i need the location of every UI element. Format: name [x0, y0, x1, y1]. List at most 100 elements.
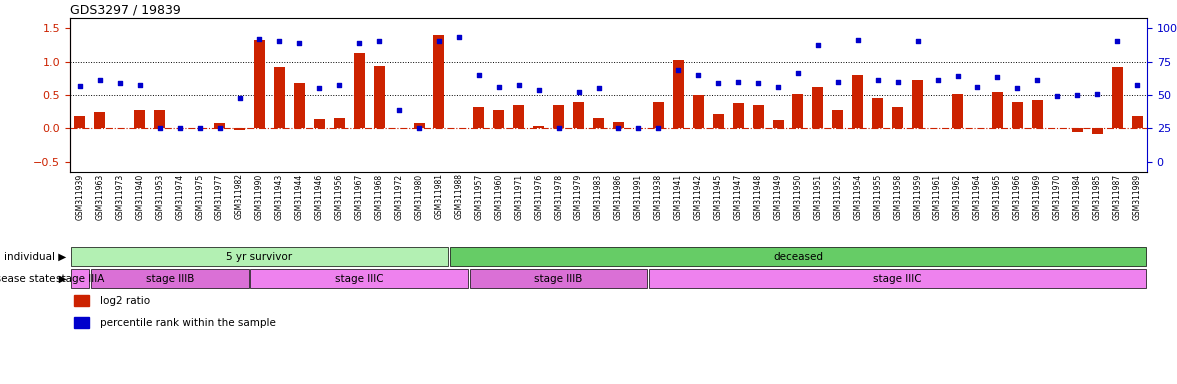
Point [71, 83, 89, 89]
Point [1028, 77, 1046, 83]
Point [350, 40, 368, 46]
Point [231, 95, 250, 101]
Text: deceased: deceased [773, 252, 823, 262]
Point [729, 79, 747, 85]
Bar [1131, 116, 1143, 129]
Point [330, 82, 348, 88]
Point [410, 126, 428, 132]
Text: log2 ratio: log2 ratio [100, 296, 151, 306]
Point [629, 126, 647, 132]
Point [171, 126, 189, 132]
Bar [693, 95, 704, 129]
Bar [373, 66, 385, 129]
Bar [74, 295, 88, 306]
FancyBboxPatch shape [71, 247, 448, 266]
Text: stage IIIB: stage IIIB [534, 273, 583, 283]
Bar [473, 107, 485, 129]
Bar [413, 123, 425, 129]
Point [151, 126, 169, 132]
Bar [513, 105, 524, 129]
Bar [234, 129, 245, 130]
FancyBboxPatch shape [450, 247, 1146, 266]
Point [609, 126, 627, 132]
Bar [832, 111, 844, 129]
Point [570, 89, 588, 95]
Point [909, 38, 927, 45]
Point [290, 40, 308, 46]
Bar [713, 114, 724, 129]
Bar [912, 79, 923, 129]
Point [1128, 82, 1146, 88]
Point [709, 80, 727, 86]
Point [809, 42, 827, 48]
Bar [872, 98, 883, 129]
Point [450, 34, 468, 40]
Bar [613, 122, 624, 129]
Point [131, 82, 149, 88]
Bar [553, 105, 564, 129]
Bar [1032, 100, 1043, 129]
Point [1088, 91, 1106, 97]
Point [510, 82, 528, 88]
Point [470, 72, 488, 78]
Bar [74, 317, 88, 328]
Text: stage IIIB: stage IIIB [146, 273, 194, 283]
Point [669, 66, 687, 73]
Bar [74, 116, 86, 129]
Point [1068, 92, 1086, 98]
Point [211, 126, 230, 132]
Point [869, 77, 887, 83]
Bar [812, 87, 824, 129]
Bar [214, 123, 225, 129]
Bar [1012, 102, 1023, 129]
FancyBboxPatch shape [650, 269, 1146, 288]
FancyBboxPatch shape [91, 269, 248, 288]
Text: stage IIIC: stage IIIC [335, 273, 384, 283]
Point [191, 126, 210, 132]
Text: stage IIIC: stage IIIC [873, 273, 922, 283]
Bar [573, 102, 584, 129]
Point [550, 126, 568, 132]
Bar [892, 107, 903, 129]
Bar [1091, 129, 1103, 134]
Text: GDS3297 / 19839: GDS3297 / 19839 [69, 4, 181, 17]
Point [849, 37, 867, 43]
FancyBboxPatch shape [71, 269, 89, 288]
Point [310, 85, 328, 91]
Text: percentile rank within the sample: percentile rank within the sample [100, 318, 277, 328]
Point [649, 126, 667, 132]
Point [1048, 93, 1066, 99]
Bar [254, 40, 265, 129]
Text: stage IIIA: stage IIIA [55, 273, 104, 283]
Bar [154, 110, 165, 129]
Point [1008, 85, 1026, 91]
Bar [294, 83, 305, 129]
Bar [852, 75, 863, 129]
Point [749, 80, 767, 86]
FancyBboxPatch shape [251, 269, 468, 288]
Point [1108, 38, 1126, 45]
Bar [94, 112, 106, 129]
Bar [1111, 67, 1123, 129]
Bar [653, 102, 664, 129]
Point [769, 84, 787, 90]
Point [967, 84, 986, 90]
Text: disease state ▶: disease state ▶ [0, 273, 66, 283]
Point [91, 76, 109, 83]
Bar [334, 118, 345, 129]
Point [430, 38, 448, 45]
Bar [792, 94, 804, 129]
Point [829, 79, 847, 85]
Bar [1072, 129, 1083, 132]
Text: 5 yr survivor: 5 yr survivor [226, 252, 293, 262]
Point [370, 38, 388, 45]
Bar [134, 111, 145, 129]
Point [949, 73, 967, 79]
Bar [772, 121, 784, 129]
Bar [992, 92, 1003, 129]
Point [490, 84, 508, 90]
FancyBboxPatch shape [470, 269, 647, 288]
Bar [952, 94, 963, 129]
Bar [354, 53, 365, 129]
Bar [752, 105, 764, 129]
